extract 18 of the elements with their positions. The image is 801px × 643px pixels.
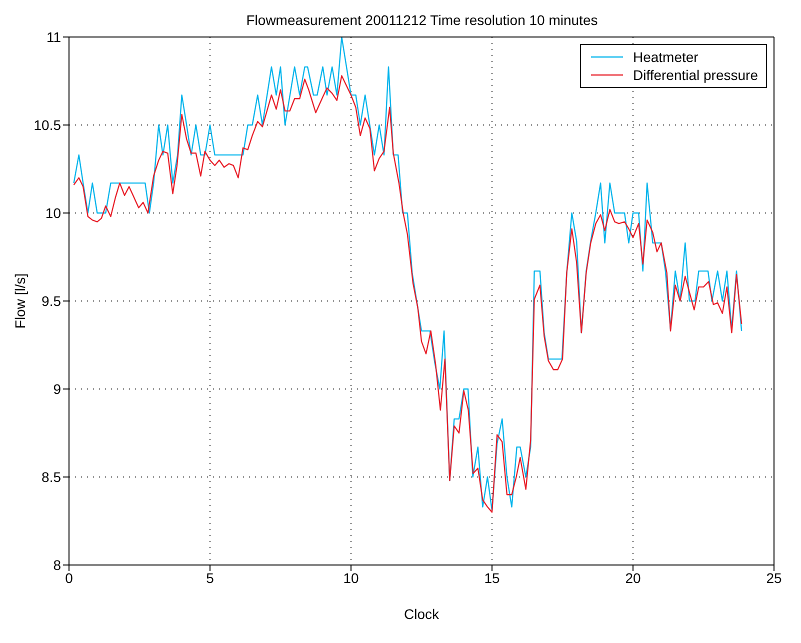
y-tick-label: 10.5 (34, 116, 62, 133)
y-tick-label: 8 (53, 556, 62, 573)
x-tick-label: 0 (65, 570, 74, 586)
y-tick-label: 11 (46, 28, 62, 45)
x-tick-label: 25 (766, 570, 782, 586)
y-tick-label: 10 (45, 204, 62, 221)
y-tick-label: 9.5 (42, 292, 62, 309)
chart-title: Flowmeasurement 20011212 Time resolution 10 minutes (245, 12, 599, 28)
x-tick-label: 10 (343, 570, 359, 586)
x-tick-label: 5 (206, 570, 214, 586)
x-tick-label: 15 (484, 570, 500, 586)
y-tick-label: 9 (53, 380, 62, 397)
x-axis-title: Clock (404, 606, 440, 622)
y-tick-label: 8.5 (42, 468, 62, 485)
x-tick-label: 20 (625, 570, 641, 586)
legend-label: Heatmeter (632, 48, 698, 66)
legend-label: Differential pressure (632, 66, 758, 84)
y-axis-title: Flow [l/s] (12, 273, 28, 329)
